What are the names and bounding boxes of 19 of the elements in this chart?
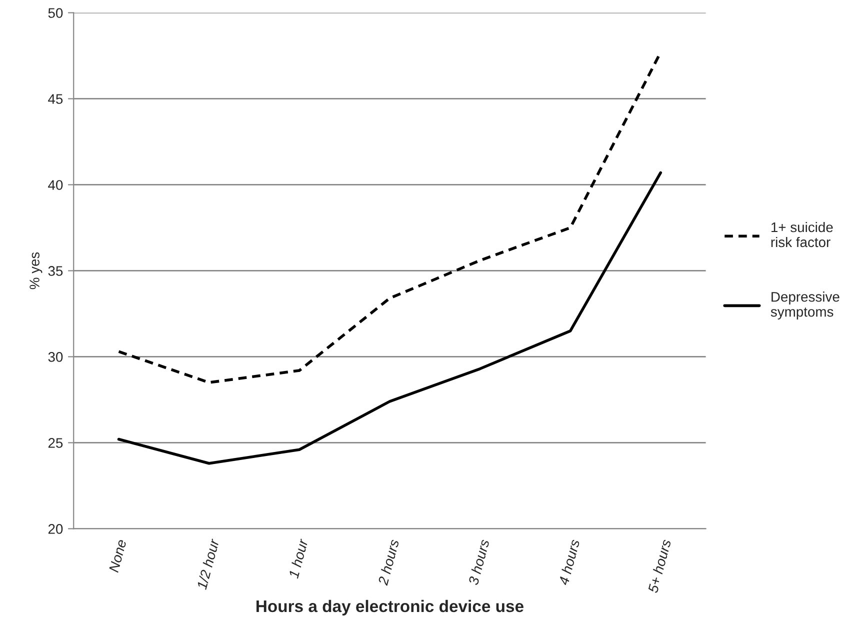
x-tick-label: 1/2 hour [196, 538, 220, 590]
y-tick-label: 40 [48, 180, 63, 190]
y-tick-label: 45 [48, 94, 63, 104]
x-tick-label: 4 hours [558, 538, 580, 586]
y-tick-label: 20 [48, 524, 63, 534]
x-tick-label: 1 hour [288, 538, 308, 579]
x-tick-label: None [108, 539, 127, 573]
x-axis-title: Hours a day electronic device use [256, 600, 524, 616]
x-tick-label: 5+ hours [647, 538, 672, 594]
y-tick-label: 25 [48, 438, 63, 448]
x-tick-label: 2 hours [377, 538, 400, 586]
legend-label: Depressive symptoms [770, 292, 840, 320]
y-axis-title: % yes [30, 252, 42, 290]
legend-label: 1+ suicide risk factor [771, 222, 833, 248]
x-tick-label: 3 hours [468, 538, 490, 586]
y-tick-label: 30 [48, 352, 63, 362]
y-tick-label: 50 [48, 8, 63, 18]
line-series [117, 171, 662, 465]
y-tick-label: 35 [48, 266, 63, 276]
